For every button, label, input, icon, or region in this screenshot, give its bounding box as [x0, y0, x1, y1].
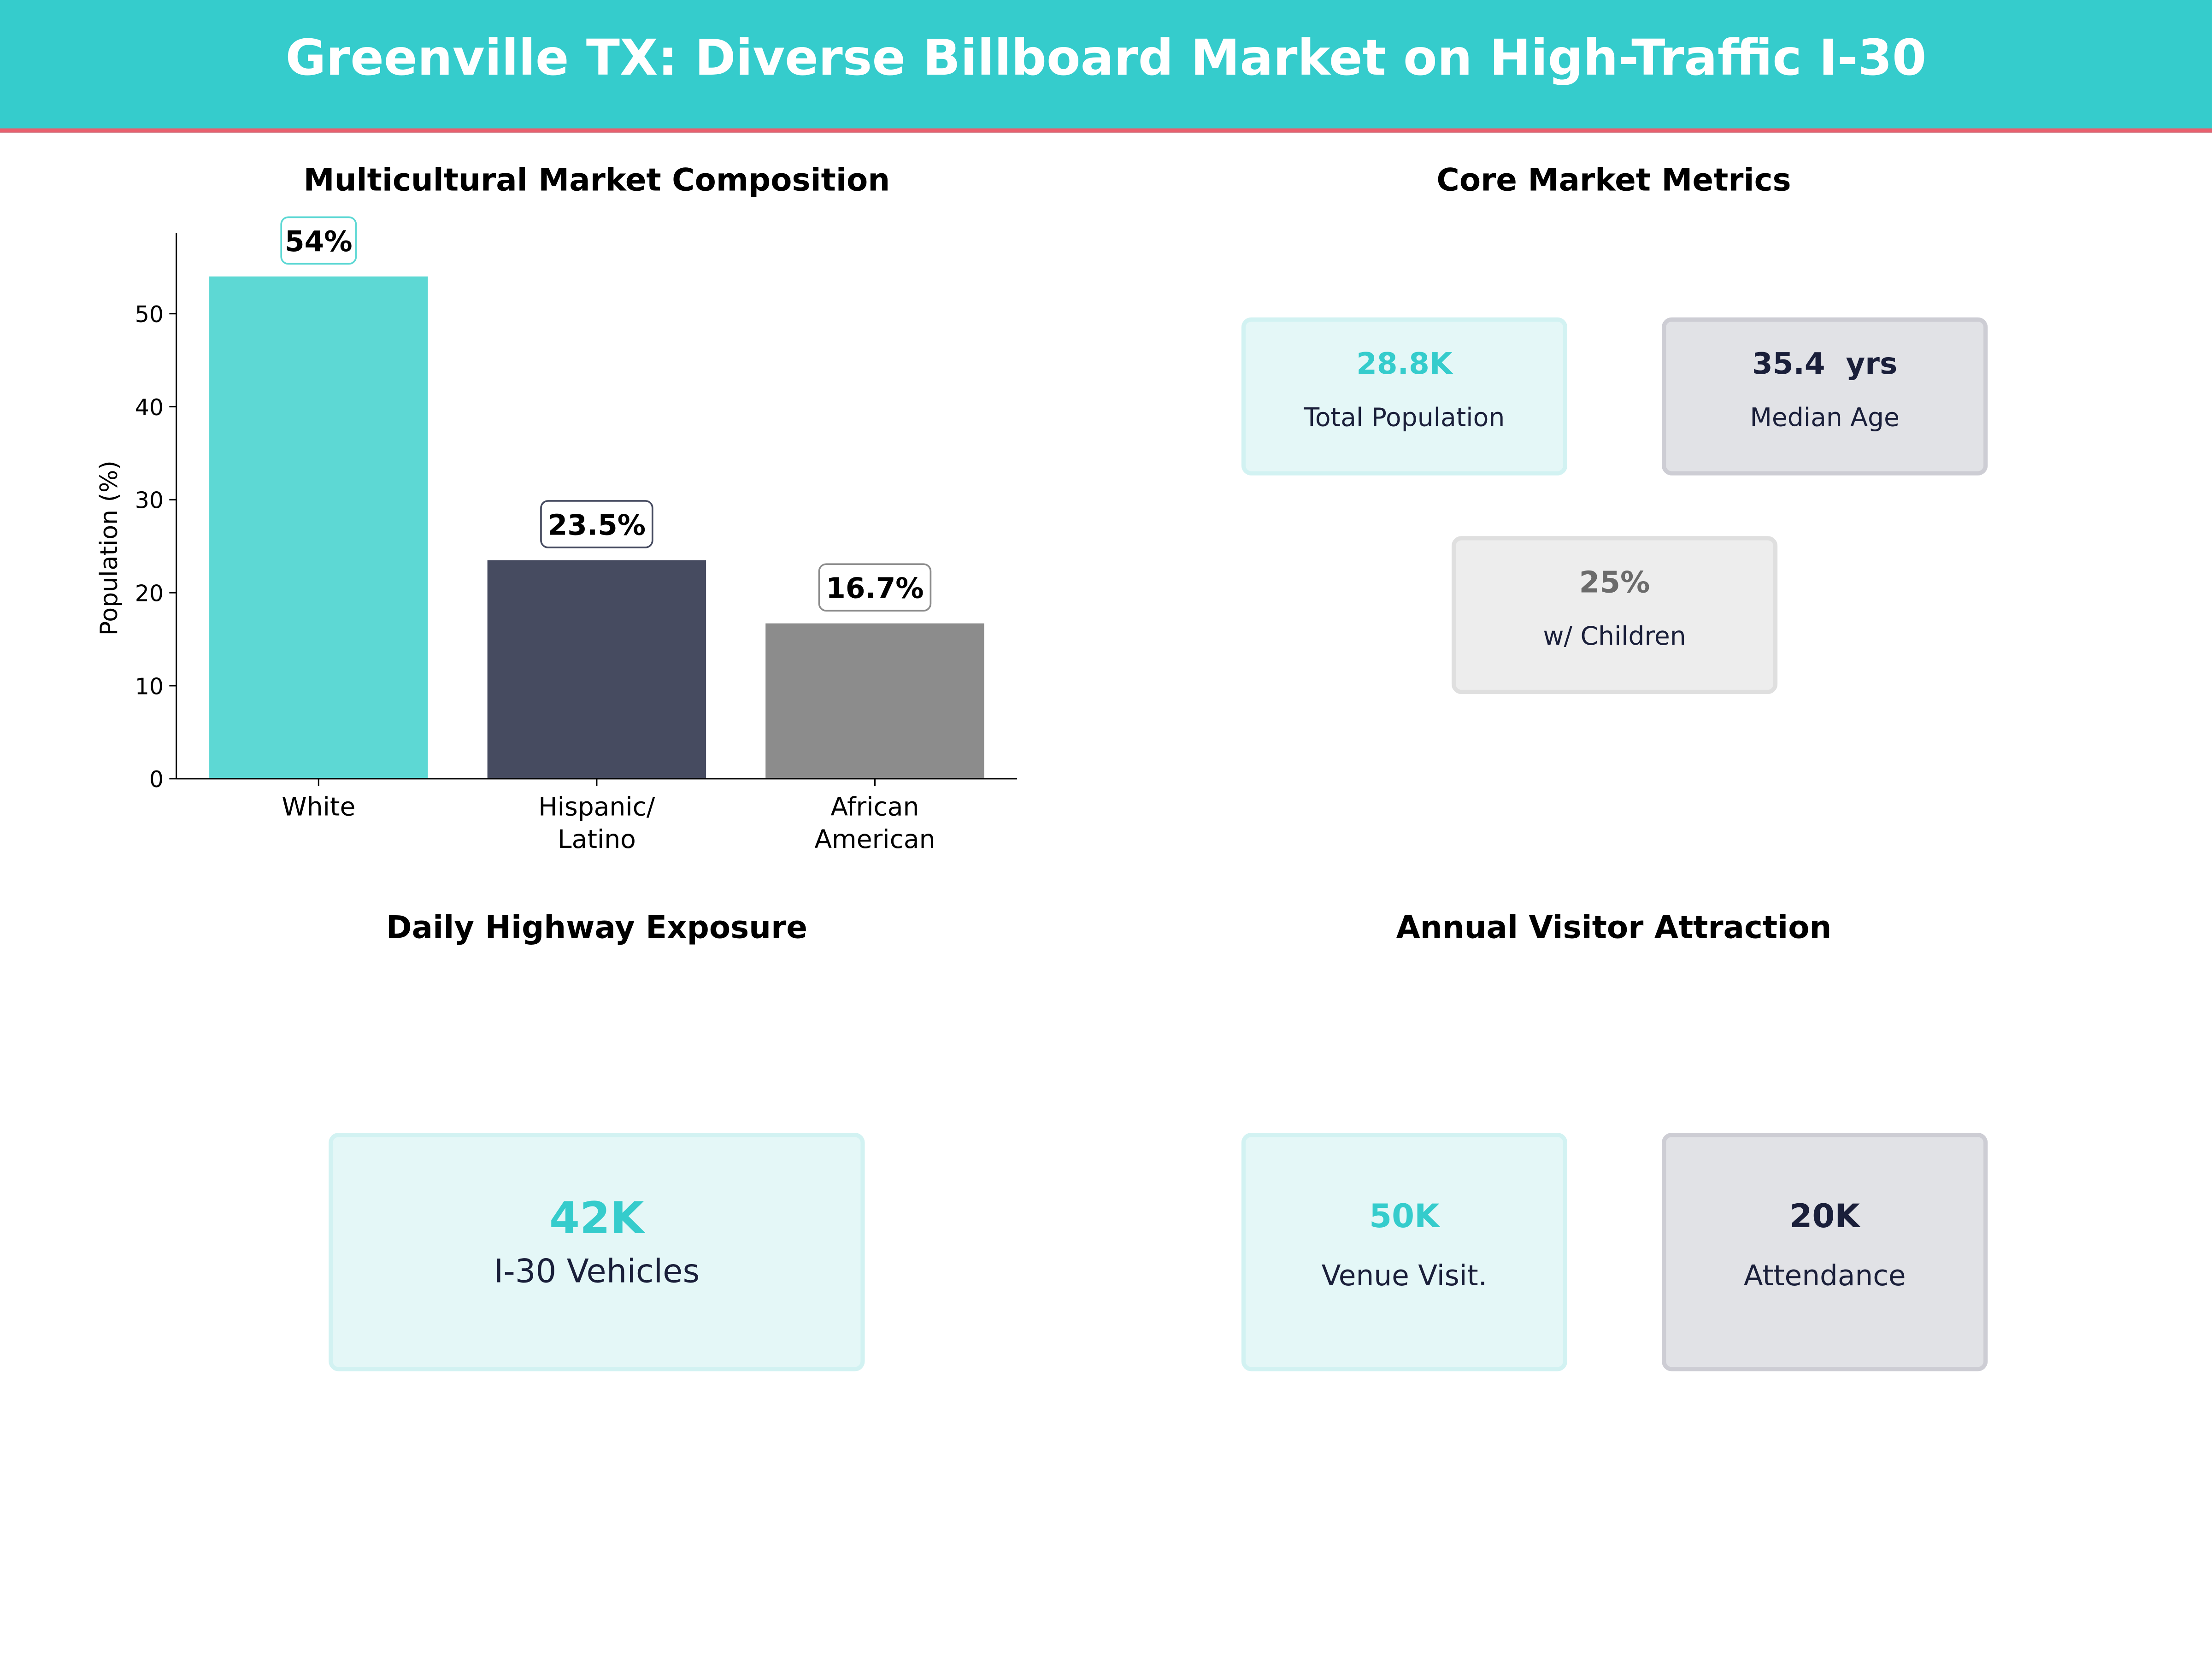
bar-chart: 54% White 23.5% Hispanic/Latino 16.7% African… — [95, 216, 1018, 854]
y-tick-label: 10 — [135, 673, 164, 700]
bar — [209, 276, 428, 779]
bar — [487, 560, 706, 779]
x-tick-label: Latino — [558, 824, 636, 854]
metric-card-venue-visits: 50K Venue Visit. — [1241, 1133, 1567, 1371]
y-tick-label: 40 — [135, 394, 164, 421]
header-banner: Greenville TX: Diverse Billboard Market … — [0, 0, 2212, 133]
highway-title: Daily Highway Exposure — [386, 911, 808, 947]
y-tick-label: 50 — [135, 301, 164, 328]
data-label-box — [818, 563, 932, 612]
core-metrics-title: Core Market Metrics — [1436, 164, 1791, 199]
data-label: 16.7% — [826, 572, 924, 605]
metric-value: 35.4 yrs — [1752, 347, 1898, 381]
x-tick-label: American — [814, 824, 935, 854]
bar — [765, 623, 984, 779]
metric-label: Attendance — [1743, 1258, 1906, 1293]
data-label-box — [540, 500, 653, 548]
metric-card-attendance: 20K Attendance — [1662, 1133, 1988, 1371]
data-label: 23.5% — [548, 509, 646, 541]
x-tick-label: White — [282, 792, 355, 821]
y-axis-label: Population (%) — [95, 460, 123, 635]
y-tick-label: 30 — [135, 488, 164, 514]
y-tick-label: 0 — [149, 766, 164, 793]
metric-label: Total Population — [1304, 403, 1505, 433]
metric-label: I-30 Vehicles — [494, 1254, 700, 1291]
metric-label: Venue Visit. — [1321, 1258, 1488, 1293]
data-label: 54% — [285, 225, 353, 258]
x-tick-label: African — [830, 792, 919, 821]
data-label-box — [280, 216, 357, 265]
x-tick-label: Hispanic/ — [538, 792, 655, 821]
metric-value: 50K — [1369, 1199, 1440, 1236]
metric-value: 20K — [1789, 1199, 1860, 1236]
metric-value: 25% — [1579, 565, 1650, 600]
metric-label: w/ Children — [1543, 622, 1686, 652]
chart-title: Multicultural Market Composition — [303, 164, 890, 199]
metric-card-children: 25% w/ Children — [1451, 536, 1778, 694]
metric-card-i30-vehicles: 42K I-30 Vehicles — [329, 1133, 865, 1371]
metric-label: Median Age — [1750, 403, 1900, 433]
visitors-title: Annual Visitor Attraction — [1396, 911, 1832, 947]
y-tick-label: 20 — [135, 581, 164, 607]
metric-card-median-age: 35.4 yrs Median Age — [1662, 317, 1988, 476]
page-title: Greenville TX: Diverse Billboard Market … — [285, 31, 1927, 88]
metric-card-total-population: 28.8K Total Population — [1241, 317, 1567, 476]
metric-value: 42K — [549, 1193, 644, 1244]
metric-value: 28.8K — [1356, 347, 1453, 381]
